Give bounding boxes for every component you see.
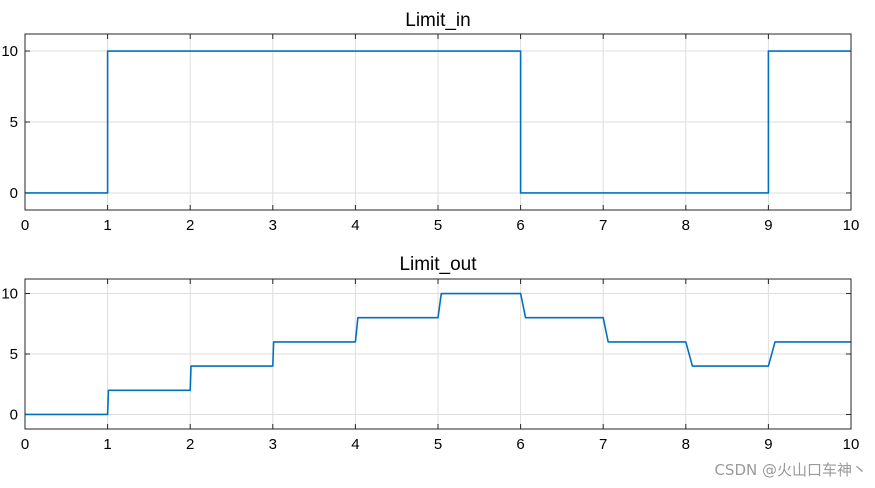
chart-panel-limit-out: Limit_out 0 1 2 3 4 5 6 7 8 9 10 0 5 10 — [1, 254, 859, 453]
x-tick-label: 6 — [516, 217, 524, 234]
x-tick-label: 6 — [516, 436, 524, 453]
y-tick-label: 0 — [10, 406, 18, 423]
x-tick-label: 2 — [186, 436, 194, 453]
series-line — [25, 50, 851, 194]
x-tick-label: 0 — [21, 436, 29, 453]
axes-box — [24, 278, 852, 430]
y-tick-label: 10 — [1, 286, 18, 303]
x-tick-label: 3 — [269, 436, 277, 453]
ticks: 0 1 2 3 4 5 6 7 8 9 10 0 5 10 — [1, 279, 859, 453]
x-tick-label: 5 — [434, 217, 442, 234]
y-tick-label: 5 — [10, 346, 18, 363]
chart-panel-limit-in: Limit_in 0 1 2 3 4 5 6 7 8 9 10 0 5 10 — [1, 10, 859, 234]
y-tick-label: 0 — [10, 185, 18, 202]
x-tick-label: 10 — [843, 217, 860, 234]
x-tick-label: 9 — [764, 436, 772, 453]
x-tick-label: 2 — [186, 217, 194, 234]
x-tick-label: 7 — [599, 217, 607, 234]
grid — [25, 279, 851, 429]
ticks: 0 1 2 3 4 5 6 7 8 9 10 0 5 10 — [1, 34, 859, 234]
y-tick-label: 10 — [1, 43, 18, 60]
x-tick-label: 3 — [269, 217, 277, 234]
x-tick-label: 5 — [434, 436, 442, 453]
x-tick-label: 4 — [351, 436, 359, 453]
chart-title: Limit_out — [399, 254, 477, 275]
series-line — [25, 292, 851, 416]
axes-box — [24, 33, 852, 211]
grid — [25, 34, 851, 210]
x-tick-label: 9 — [764, 217, 772, 234]
x-tick-label: 7 — [599, 436, 607, 453]
y-tick-label: 5 — [10, 114, 18, 131]
x-tick-label: 1 — [103, 217, 111, 234]
x-tick-label: 8 — [682, 436, 690, 453]
chart-title: Limit_in — [405, 10, 470, 31]
x-tick-label: 8 — [682, 217, 690, 234]
x-tick-label: 0 — [21, 217, 29, 234]
x-tick-label: 10 — [843, 436, 860, 453]
watermark-text: CSDN @火山口车神丶 — [714, 461, 867, 479]
x-tick-label: 4 — [351, 217, 359, 234]
x-tick-label: 1 — [103, 436, 111, 453]
